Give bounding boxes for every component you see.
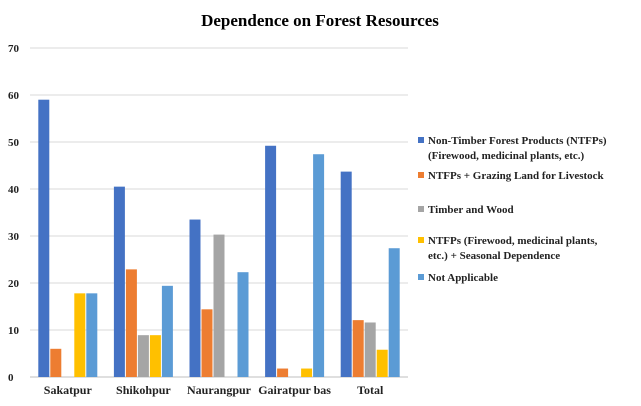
- bar: [301, 368, 313, 377]
- bar: [352, 320, 364, 377]
- bar: [213, 234, 225, 377]
- y-tick-label: 0: [8, 372, 14, 384]
- legend-item: NTFPs + Grazing Land for Livestock: [418, 170, 605, 182]
- bar: [237, 272, 249, 377]
- bar: [125, 269, 137, 377]
- legend-label: Timber and Wood: [428, 204, 514, 216]
- bar: [388, 248, 400, 377]
- x-tick-label: Gairatpur bas: [258, 383, 331, 397]
- y-tick-label: 30: [8, 231, 20, 243]
- bar: [277, 368, 289, 377]
- x-tick-label: Naurangpur: [187, 383, 252, 397]
- bar: [376, 349, 388, 377]
- x-tick-label: Shikohpur: [116, 383, 171, 397]
- y-axis-ticks: 0 10 20 30 40 50 60 70: [8, 43, 20, 384]
- legend: Non-Timber Forest Products (NTFPs) (Firew…: [418, 135, 607, 284]
- bar: [161, 285, 173, 377]
- legend-swatch: [418, 237, 424, 243]
- bar: [340, 171, 352, 377]
- x-axis-ticks: Sakatpur Shikohpur Naurangpur Gairatpur bas…: [44, 383, 384, 397]
- legend-swatch: [418, 274, 424, 280]
- bar: [313, 154, 325, 377]
- legend-label: Not Applicable: [428, 272, 498, 284]
- chart-title: Dependence on Forest Resources: [201, 11, 439, 30]
- bar: [364, 322, 376, 377]
- legend-item: Not Applicable: [418, 272, 498, 284]
- legend-item: Timber and Wood: [418, 204, 514, 216]
- legend-label: Non-Timber Forest Products (NTFPs) (Firew…: [428, 135, 607, 162]
- bar: [137, 335, 149, 377]
- y-tick-label: 60: [8, 90, 20, 102]
- bar: [265, 145, 277, 377]
- bar: [201, 309, 213, 377]
- bar: [149, 335, 161, 377]
- legend-swatch: [418, 137, 424, 143]
- bar: [50, 348, 62, 377]
- legend-swatch: [418, 206, 424, 212]
- bar: [113, 186, 125, 377]
- bar: [86, 293, 98, 377]
- y-tick-label: 20: [8, 278, 20, 290]
- y-tick-label: 40: [8, 184, 20, 196]
- legend-label: NTFPs + Grazing Land for Livestock: [428, 170, 605, 182]
- legend-item: NTFPs (Firewood, medicinal plants, etc.) …: [418, 235, 598, 262]
- bar: [189, 219, 201, 377]
- legend-swatch: [418, 172, 424, 178]
- x-tick-label: Total: [357, 383, 384, 397]
- y-tick-label: 70: [8, 43, 20, 55]
- legend-item: Non-Timber Forest Products (NTFPs) (Firew…: [418, 135, 607, 162]
- legend-label: NTFPs (Firewood, medicinal plants, etc.) …: [428, 235, 598, 262]
- x-tick-label: Sakatpur: [44, 383, 93, 397]
- bars: [38, 99, 400, 377]
- bar: [38, 99, 50, 377]
- y-tick-label: 10: [8, 325, 20, 337]
- bar: [74, 293, 86, 377]
- y-tick-label: 50: [8, 137, 20, 149]
